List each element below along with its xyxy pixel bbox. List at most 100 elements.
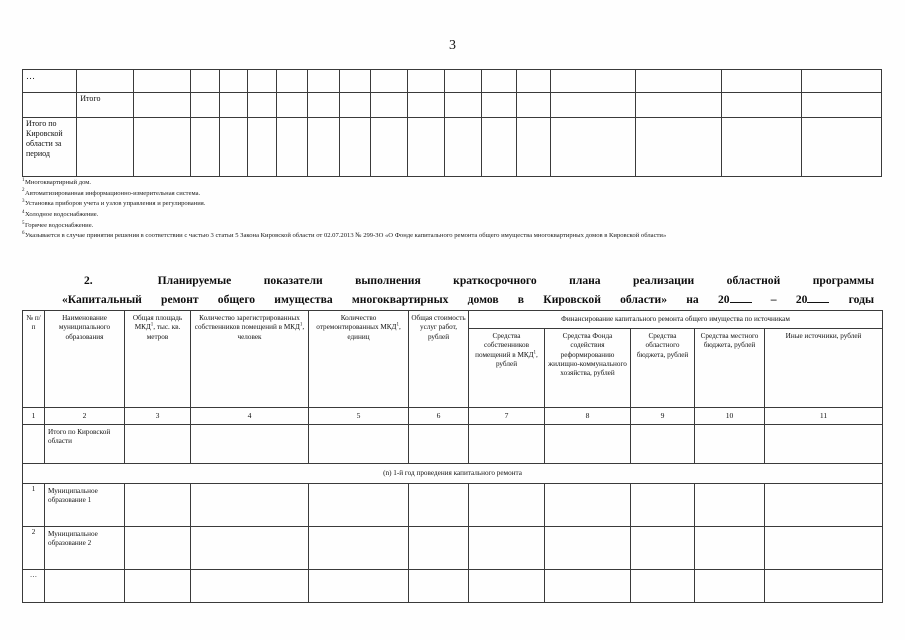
- cell[interactable]: [124, 569, 191, 603]
- cell[interactable]: [468, 424, 545, 464]
- column-number-row: 1 2 3 4 5 6 7 8 9 10 11: [22, 407, 884, 425]
- section-title-part2: «Капитальный ремонт общего имущества мно…: [62, 292, 730, 306]
- cell[interactable]: [190, 424, 309, 464]
- footnote-marker: 2: [22, 188, 25, 194]
- col-num-2: 2: [44, 407, 125, 425]
- top-row-dots-label: …: [21, 69, 78, 93]
- cell: [76, 117, 135, 177]
- section-heading-line1: 2. Планируемые показатели выполнения кра…: [62, 272, 874, 291]
- cell: [275, 69, 309, 93]
- col-header-owners-funds-a: Средства собственников помещений в МКД: [475, 332, 534, 359]
- top-row-itogo-label: Итого: [76, 92, 135, 118]
- cell: [338, 92, 372, 118]
- footnote-text: Указывается в случае принятия решения в …: [25, 232, 667, 240]
- col-header-local-budget: Средства местного бюджета, рублей: [694, 328, 765, 408]
- footnote-marker: 3: [22, 199, 25, 205]
- cell: [635, 92, 723, 118]
- cell[interactable]: [308, 483, 409, 527]
- cell[interactable]: [544, 483, 631, 527]
- cell: [721, 117, 802, 177]
- cell[interactable]: [763, 569, 884, 603]
- cell[interactable]: [468, 526, 545, 570]
- cell: [407, 69, 446, 93]
- stage-label: (n) 1-й год проведения капитального ремо…: [21, 463, 884, 484]
- row-number: [22, 424, 45, 464]
- cell[interactable]: [468, 569, 545, 603]
- cell[interactable]: [694, 424, 765, 464]
- row-label-municipality: Муниципальное образование 1: [44, 483, 125, 527]
- col-header-number: № п/п: [22, 310, 45, 408]
- footnote-text: Горячее водоснабжение.: [25, 221, 94, 229]
- cell[interactable]: [408, 569, 469, 603]
- cell[interactable]: [308, 424, 409, 464]
- cell[interactable]: [408, 526, 469, 570]
- cell: [515, 69, 551, 93]
- cell[interactable]: [124, 526, 191, 570]
- col-header-total-area-a: Общая площадь МКД: [132, 314, 183, 332]
- table-header-row: № п/п Наименование муниципального образо…: [22, 310, 884, 408]
- cell[interactable]: [190, 526, 309, 570]
- col-num-7: 7: [468, 407, 545, 425]
- cell: [247, 117, 277, 177]
- table-row: Итого по Кировской области за период: [21, 117, 883, 177]
- cell: [247, 92, 277, 118]
- cell[interactable]: [308, 569, 409, 603]
- cell: [515, 117, 551, 177]
- cell[interactable]: [630, 526, 695, 570]
- cell[interactable]: [694, 569, 765, 603]
- row-number: 1: [22, 483, 45, 527]
- col-num-6: 6: [408, 407, 469, 425]
- footnote-marker: 5: [22, 220, 25, 226]
- cell: [370, 92, 409, 118]
- cell: [444, 69, 483, 93]
- cell: [338, 69, 372, 93]
- cell[interactable]: [763, 424, 884, 464]
- col-header-fund-funds: Средства Фонда содействия реформированию…: [544, 328, 631, 408]
- col-header-owners-count-a: Количество зарегистрированных собственни…: [194, 314, 300, 332]
- cell[interactable]: [630, 483, 695, 527]
- footnote-marker: 6: [22, 231, 25, 237]
- cell[interactable]: [694, 526, 765, 570]
- col-header-other-sources: Иные источники, рублей: [763, 328, 884, 408]
- cell[interactable]: [544, 424, 631, 464]
- table-row: 2 Муниципальное образование 2: [22, 526, 884, 570]
- cell[interactable]: [124, 483, 191, 527]
- footnote-5: 5Горячее водоснабжение.: [22, 221, 884, 232]
- cell[interactable]: [190, 483, 309, 527]
- cell[interactable]: [544, 526, 631, 570]
- cell: [133, 92, 192, 118]
- col-header-funding-group: Финансирование капитального ремонта обще…: [467, 310, 884, 329]
- cell: [444, 92, 483, 118]
- section-number: 2.: [84, 274, 93, 287]
- cell[interactable]: [763, 526, 884, 570]
- cell[interactable]: [544, 569, 631, 603]
- footnote-3: 3Установка приборов учета и узлов управл…: [22, 199, 884, 210]
- cell[interactable]: [468, 483, 545, 527]
- top-continued-table: … Итого: [21, 69, 883, 177]
- cell[interactable]: [630, 424, 695, 464]
- cell[interactable]: [694, 483, 765, 527]
- col-header-total-area: Общая площадь МКД1, тыс. кв. метров: [124, 310, 191, 408]
- section-title-part3: годы: [848, 292, 875, 306]
- cell[interactable]: [190, 569, 309, 603]
- cell: [133, 69, 192, 93]
- cell: [635, 69, 723, 93]
- cell[interactable]: [124, 424, 191, 464]
- cell[interactable]: [763, 483, 884, 527]
- row-number: 2: [22, 526, 45, 570]
- cell: [481, 92, 517, 118]
- cell: [635, 117, 723, 177]
- cell: [370, 69, 409, 93]
- table-header-subrow: Средства собственников помещений в МКД1,…: [23, 328, 884, 408]
- year-start-blank[interactable]: [729, 291, 752, 303]
- cell[interactable]: [408, 483, 469, 527]
- col-num-1: 1: [22, 407, 45, 425]
- year-end-blank[interactable]: [807, 291, 830, 303]
- footnote-2: 2Автоматизированная информационно-измери…: [22, 188, 884, 200]
- cell[interactable]: [630, 569, 695, 603]
- cell[interactable]: [408, 424, 469, 464]
- cell[interactable]: [308, 526, 409, 570]
- col-header-owners-funds: Средства собственников помещений в МКД1,…: [468, 328, 545, 408]
- cell: [133, 117, 192, 177]
